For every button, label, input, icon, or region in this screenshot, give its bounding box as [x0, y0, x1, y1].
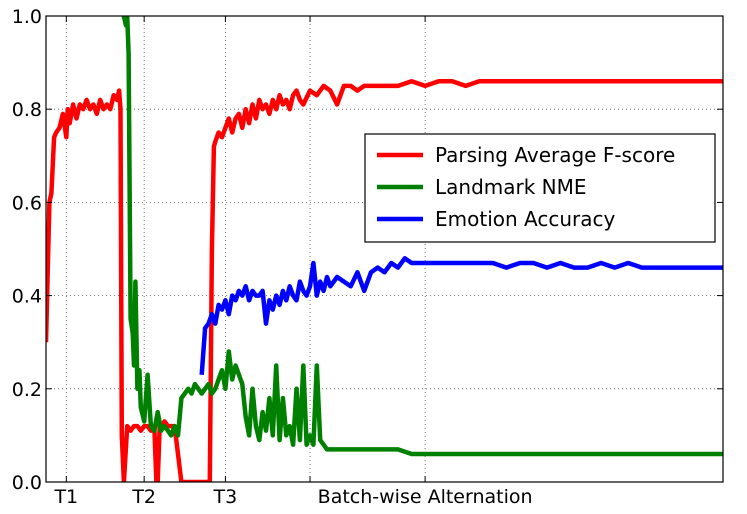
x-tick-label: T2: [131, 486, 156, 508]
legend-label-2: Landmark NME: [435, 175, 587, 199]
x-tick-label: T1: [53, 486, 78, 508]
x-tick-label: T3: [213, 486, 238, 508]
series-lines: [46, 16, 723, 482]
y-tick-label: 0.8: [12, 99, 42, 121]
y-tick-label: 0.6: [12, 192, 42, 214]
legend: Parsing Average F-score Landmark NME Emoti…: [364, 133, 716, 243]
legend-label-3: Emotion Accuracy: [435, 207, 615, 231]
legend-box: [364, 133, 716, 243]
legend-label-1: Parsing Average F-score: [435, 143, 675, 167]
axis-ticks: 0.0 0.2 0.4 0.6 0.8 1.0 T1 T2 T3 Batch-wise Alter…: [12, 6, 723, 508]
x-tick-label: Batch-wise Alternation: [318, 486, 533, 508]
y-tick-label: 1.0: [12, 6, 42, 28]
y-tick-label: 0.4: [12, 286, 42, 308]
series-line-3: [199, 256, 723, 375]
plot-frame: [45, 15, 724, 483]
y-tick-label: 0.0: [12, 472, 42, 494]
series-line-2: [121, 16, 723, 457]
series-line-1: [46, 78, 723, 482]
y-tick-label: 0.2: [12, 379, 42, 401]
